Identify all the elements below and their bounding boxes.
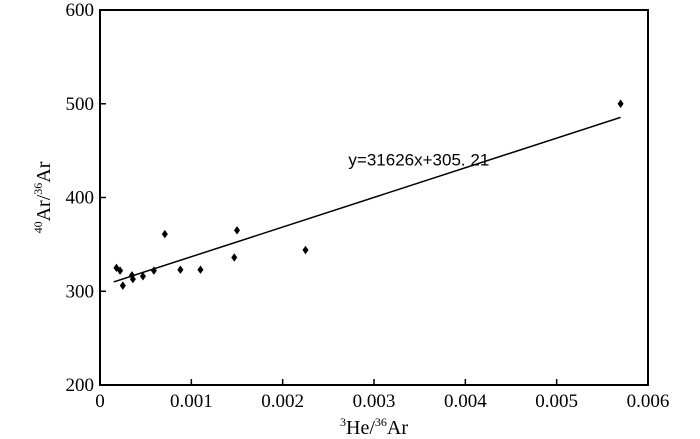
y-tick-label: 500 <box>66 94 95 115</box>
y-tick-label: 200 <box>66 375 95 396</box>
data-points <box>113 99 624 290</box>
trendline-equation: y=31626x+305. 21 <box>348 151 489 170</box>
x-axis-label-sup1: 3 <box>340 415 346 429</box>
data-point <box>129 274 136 284</box>
data-point <box>617 99 624 108</box>
y-tick-label: 600 <box>66 0 95 21</box>
x-axis-ticks: 0 0.001 0.002 0.003 0.004 0.005 0.006 <box>95 379 669 412</box>
y-tick-label: 300 <box>66 281 95 302</box>
x-axis-label-sup2: 36 <box>375 415 387 429</box>
data-point <box>150 266 157 275</box>
x-tick-label: 0.003 <box>353 391 396 412</box>
y-axis-label-sup2: 36 <box>31 183 45 195</box>
data-point <box>233 226 241 235</box>
x-tick-label: 0.004 <box>444 391 487 412</box>
x-tick-label: 0 <box>95 391 105 412</box>
data-point <box>139 272 146 281</box>
x-axis-label-main1: He/ <box>346 417 375 439</box>
data-point <box>119 281 126 290</box>
x-tick-label: 0.005 <box>535 391 578 412</box>
y-axis-ticks: 200 300 400 500 600 <box>66 0 106 396</box>
data-point <box>302 245 309 255</box>
y-axis-label-sup1: 40 <box>31 221 45 233</box>
x-tick-label: 0.006 <box>627 391 670 412</box>
y-axis-label: 40Ar/36Ar <box>31 161 55 233</box>
y-axis-label-main1: Ar/ <box>33 194 55 221</box>
data-point <box>161 229 168 239</box>
data-point <box>231 253 238 262</box>
x-tick-label: 0.002 <box>261 391 304 412</box>
y-tick-label: 400 <box>66 188 95 209</box>
y-axis-label-main2: Ar <box>33 161 55 182</box>
data-point <box>128 271 135 280</box>
data-point <box>177 265 184 274</box>
trendline <box>113 116 621 283</box>
x-axis-label: 3He/36Ar <box>340 415 408 439</box>
data-point <box>117 266 124 275</box>
x-axis-label-main2: Ar <box>387 417 408 439</box>
data-point <box>197 265 204 274</box>
x-tick-label: 0.001 <box>170 391 213 412</box>
